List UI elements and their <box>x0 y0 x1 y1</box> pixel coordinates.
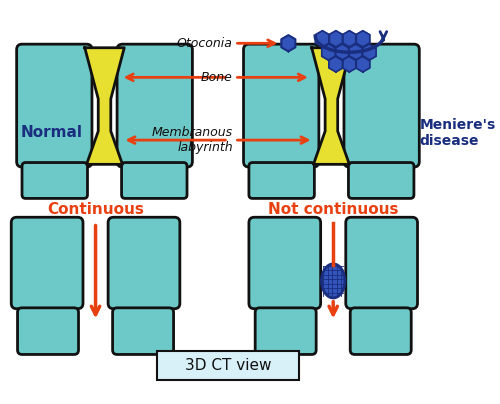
Polygon shape <box>85 48 124 164</box>
FancyBboxPatch shape <box>350 308 411 354</box>
Polygon shape <box>329 56 343 72</box>
FancyBboxPatch shape <box>12 217 83 309</box>
Polygon shape <box>362 44 376 60</box>
Polygon shape <box>356 31 370 47</box>
FancyBboxPatch shape <box>344 44 420 167</box>
FancyBboxPatch shape <box>117 44 192 167</box>
Polygon shape <box>342 31 356 47</box>
FancyBboxPatch shape <box>122 162 187 198</box>
FancyBboxPatch shape <box>348 162 414 198</box>
Text: 3D CT view: 3D CT view <box>184 358 271 373</box>
FancyBboxPatch shape <box>249 217 320 309</box>
Polygon shape <box>342 56 356 72</box>
Ellipse shape <box>322 264 345 298</box>
Polygon shape <box>335 44 349 60</box>
FancyBboxPatch shape <box>16 44 92 167</box>
FancyBboxPatch shape <box>255 308 316 354</box>
FancyBboxPatch shape <box>249 162 314 198</box>
Text: Continuous: Continuous <box>47 202 144 217</box>
Polygon shape <box>348 44 362 60</box>
FancyBboxPatch shape <box>112 308 174 354</box>
Polygon shape <box>282 35 296 51</box>
Polygon shape <box>312 48 351 164</box>
FancyBboxPatch shape <box>156 351 299 380</box>
Text: Not continuous: Not continuous <box>268 202 398 217</box>
Text: Bone: Bone <box>201 71 233 84</box>
Text: Otoconia: Otoconia <box>177 37 233 50</box>
Text: Meniere's
disease: Meniere's disease <box>420 118 496 148</box>
FancyBboxPatch shape <box>22 162 88 198</box>
Text: Membranous
labyrinth: Membranous labyrinth <box>152 126 233 154</box>
FancyBboxPatch shape <box>18 308 78 354</box>
FancyBboxPatch shape <box>244 44 319 167</box>
Polygon shape <box>322 44 336 60</box>
FancyBboxPatch shape <box>346 217 418 309</box>
Polygon shape <box>356 56 370 72</box>
Polygon shape <box>329 31 343 47</box>
Text: Normal: Normal <box>21 126 83 141</box>
FancyBboxPatch shape <box>108 217 180 309</box>
Polygon shape <box>316 31 330 47</box>
